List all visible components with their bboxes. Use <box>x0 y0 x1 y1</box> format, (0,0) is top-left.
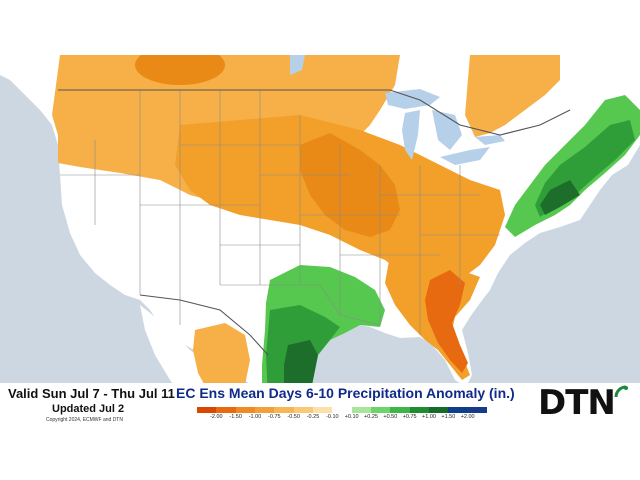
legend-tick-label: +0.75 <box>402 414 417 420</box>
country-borders <box>58 89 571 356</box>
legend-swatch <box>235 407 255 413</box>
legend-swatch <box>409 407 429 413</box>
dtn-logo-mark <box>614 385 628 398</box>
legend-colorbar <box>197 407 487 413</box>
legend-swatch <box>351 407 371 413</box>
legend-swatch <box>274 407 294 413</box>
precip-anomaly-map <box>0 55 640 428</box>
valid-period: Valid Sun Jul 7 - Thu Jul 11 <box>8 386 175 401</box>
dry-core-canada <box>135 55 225 85</box>
copyright: Copyright 2024, ECMWF and DTN <box>46 417 123 423</box>
legend-swatch <box>332 407 352 413</box>
legend-swatch <box>448 407 468 413</box>
legend-swatch <box>390 407 410 413</box>
dry-region-mexico <box>193 323 250 400</box>
legend-tick-label: +2.00 <box>460 414 475 420</box>
map-title: EC Ens Mean Days 6-10 Precipitation Anom… <box>176 385 515 401</box>
legend-tick-label: +0.25 <box>364 414 378 420</box>
legend-swatch <box>370 407 391 413</box>
legend-swatch <box>293 407 313 413</box>
dtn-logo: DTN <box>538 383 630 423</box>
legend-tick-label: -0.25 <box>306 414 320 420</box>
legend-swatch <box>312 407 333 413</box>
legend-tick-label: -0.10 <box>326 414 339 420</box>
dtn-logo-text: DTN <box>538 383 616 423</box>
legend-tick-label: -1.00 <box>248 414 262 420</box>
legend-tick-label: +1.50 <box>441 414 456 420</box>
dry-region-ne-canada <box>465 55 560 137</box>
updated-date: Updated Jul 2 <box>52 403 125 415</box>
lake-ontario <box>475 135 505 145</box>
legend-tick-label: +0.50 <box>383 414 398 420</box>
wet-region-east-coast-dark <box>540 180 580 215</box>
lake-michigan <box>402 110 420 160</box>
legend-tick-label: -2.00 <box>210 414 223 420</box>
dry-core-midwest <box>300 133 400 237</box>
legend-tick-label: -0.75 <box>268 414 281 420</box>
dry-core-florida <box>425 270 468 373</box>
lake-huron <box>432 110 462 150</box>
legend-tick-label: -1.50 <box>229 414 242 420</box>
legend-tick-label: -0.50 <box>287 414 300 420</box>
hudson-bay-inlet <box>290 55 305 75</box>
legend-tick-label: +0.10 <box>344 414 359 420</box>
legend-tick-label: +1.00 <box>422 414 436 420</box>
legend-swatch <box>254 407 275 413</box>
legend-ticks: -2.00 -1.50 -1.00 -0.75 -0.50 -0.25 -0.10 +0.10… <box>197 414 487 422</box>
map-footer: Valid Sun Jul 7 - Thu Jul 11 Updated Jul… <box>0 383 640 428</box>
dry-region-pacific-nw <box>80 55 150 93</box>
legend-swatch <box>197 407 217 413</box>
legend-swatch <box>216 407 236 413</box>
legend-swatch <box>428 407 449 413</box>
legend-swatch <box>467 407 487 413</box>
lake-erie <box>440 147 490 165</box>
